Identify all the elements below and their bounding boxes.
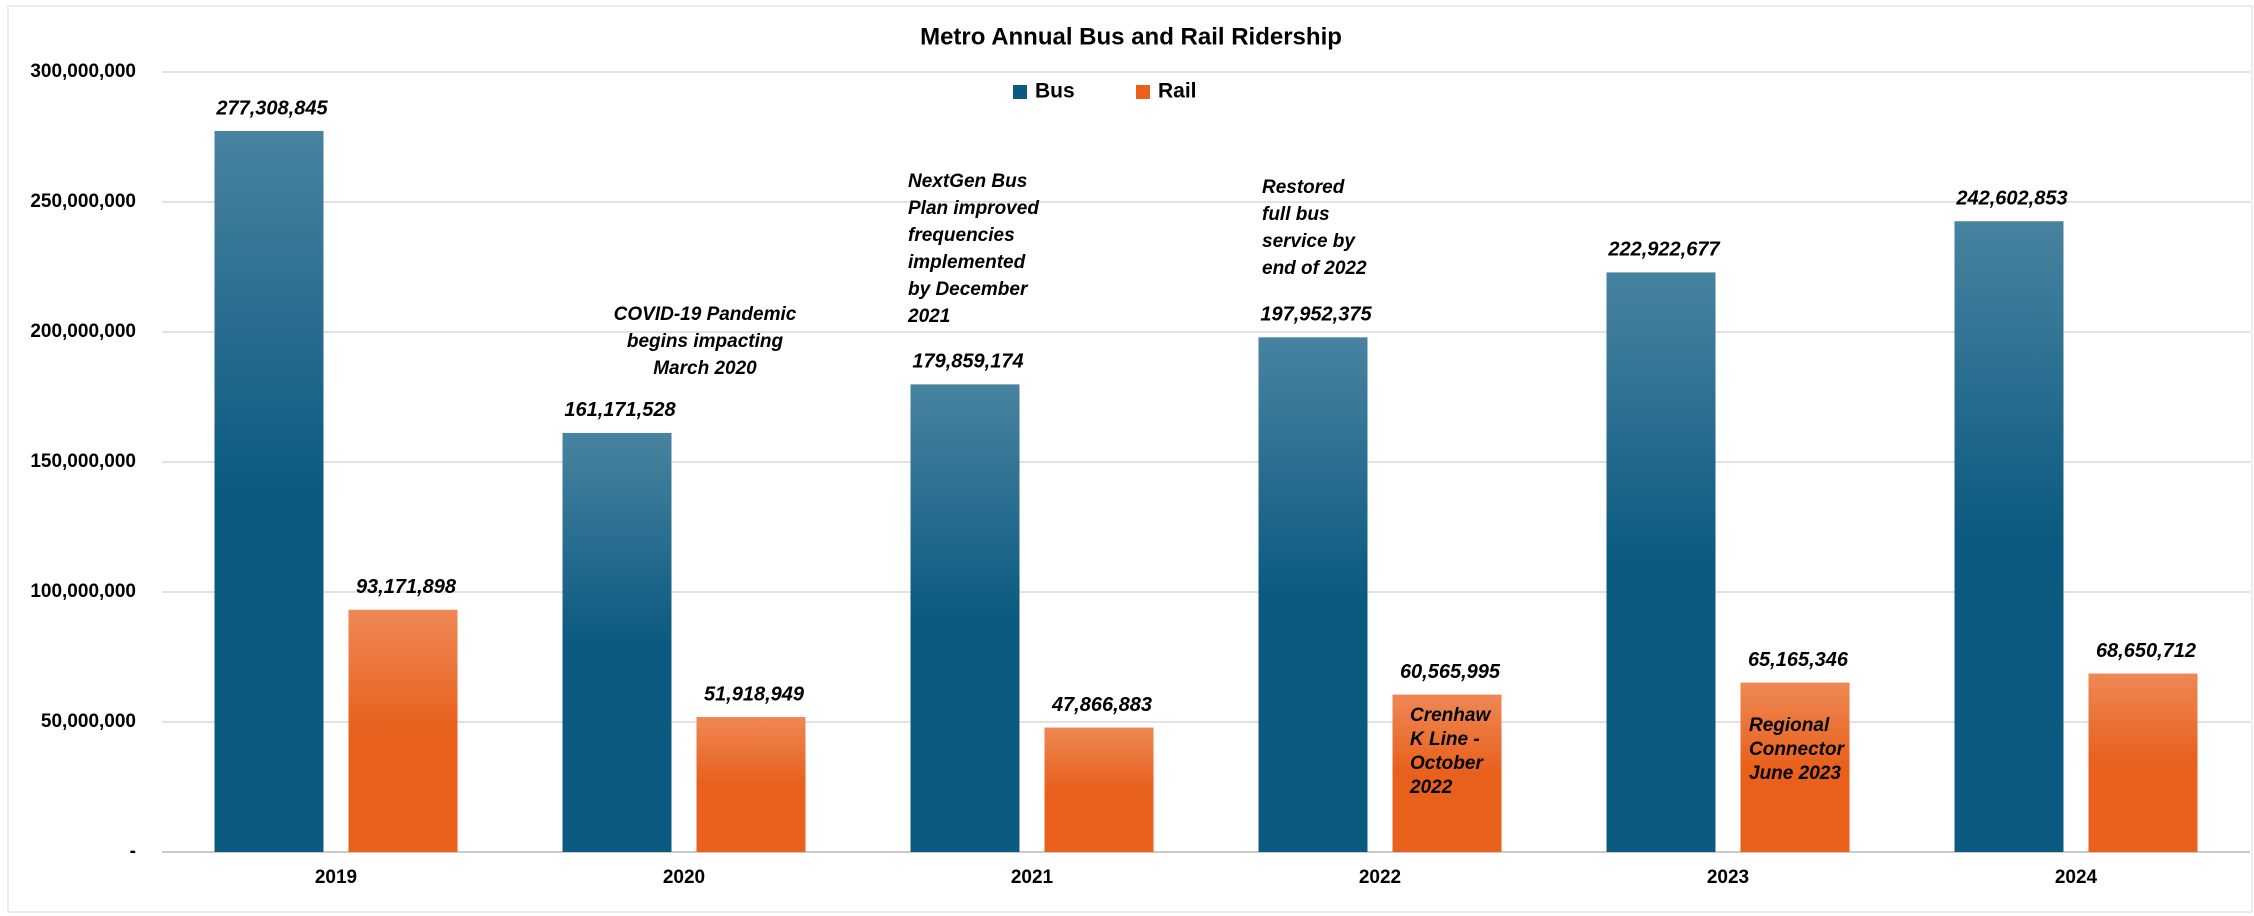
annotation: October — [1410, 753, 1484, 774]
x-tick-label: 2023 — [1707, 867, 1749, 888]
annotation: Plan improved — [908, 198, 1039, 219]
bar — [562, 432, 672, 852]
x-tick-label: 2024 — [2055, 867, 2098, 888]
y-tick-label: 200,000,000 — [30, 321, 136, 342]
bar — [1392, 694, 1502, 852]
value-label: 277,308,845 — [215, 97, 328, 119]
annotation: March 2020 — [653, 358, 757, 379]
annotation: Connector — [1749, 739, 1846, 760]
x-tick-label: 2019 — [315, 867, 357, 888]
legend-swatch — [1136, 85, 1150, 99]
value-label: 65,165,346 — [1748, 649, 1849, 671]
y-tick-label: 250,000,000 — [30, 191, 136, 212]
value-label: 47,866,883 — [1051, 694, 1152, 716]
annotation: frequencies — [908, 225, 1015, 246]
annotation: Restored — [1262, 177, 1345, 198]
bar — [1606, 272, 1716, 853]
bar — [1044, 727, 1154, 852]
value-label: 222,922,677 — [1607, 239, 1720, 261]
y-tick-label: - — [130, 841, 136, 862]
x-tick-label: 2022 — [1359, 867, 1401, 888]
annotation: begins impacting — [627, 331, 784, 352]
y-tick-label: 300,000,000 — [30, 61, 136, 82]
legend-label: Rail — [1158, 80, 1197, 103]
bar — [2088, 673, 2198, 852]
value-label: 51,918,949 — [704, 683, 805, 705]
annotation: K Line - — [1410, 729, 1480, 750]
legend-swatch — [1013, 85, 1027, 99]
bar — [1740, 682, 1850, 852]
annotation: end of 2022 — [1262, 258, 1367, 279]
annotation: service by — [1262, 231, 1356, 252]
bar — [214, 130, 324, 852]
y-tick-label: 150,000,000 — [30, 451, 136, 472]
annotation: Crenhaw — [1410, 705, 1491, 726]
annotation: 2022 — [1409, 777, 1453, 798]
annotation: by December — [908, 279, 1029, 300]
value-label: 179,859,174 — [912, 351, 1023, 373]
bar — [696, 717, 806, 852]
value-label: 197,952,375 — [1260, 304, 1372, 326]
annotation: 2021 — [907, 306, 950, 327]
x-tick-label: 2020 — [663, 867, 705, 888]
annotation: NextGen Bus — [908, 171, 1027, 192]
value-label: 60,565,995 — [1400, 661, 1501, 683]
value-label: 68,650,712 — [2096, 640, 2196, 662]
value-label: 242,602,853 — [1955, 188, 2067, 210]
bar — [1258, 337, 1368, 852]
bar — [348, 609, 458, 852]
legend-label: Bus — [1035, 80, 1075, 103]
bar — [910, 384, 1020, 852]
annotation: Regional — [1749, 715, 1830, 736]
chart-title: Metro Annual Bus and Rail Ridership — [920, 23, 1342, 50]
value-label: 161,171,528 — [564, 399, 676, 421]
x-tick-label: 2021 — [1011, 867, 1054, 888]
y-tick-label: 50,000,000 — [41, 711, 136, 732]
y-tick-label: 100,000,000 — [30, 581, 136, 602]
bar — [1954, 221, 2064, 852]
annotation: full bus — [1262, 204, 1330, 225]
annotation: June 2023 — [1749, 763, 1841, 784]
value-label: 93,171,898 — [356, 576, 457, 598]
annotation: COVID-19 Pandemic — [614, 304, 797, 325]
annotation: implemented — [908, 252, 1026, 273]
